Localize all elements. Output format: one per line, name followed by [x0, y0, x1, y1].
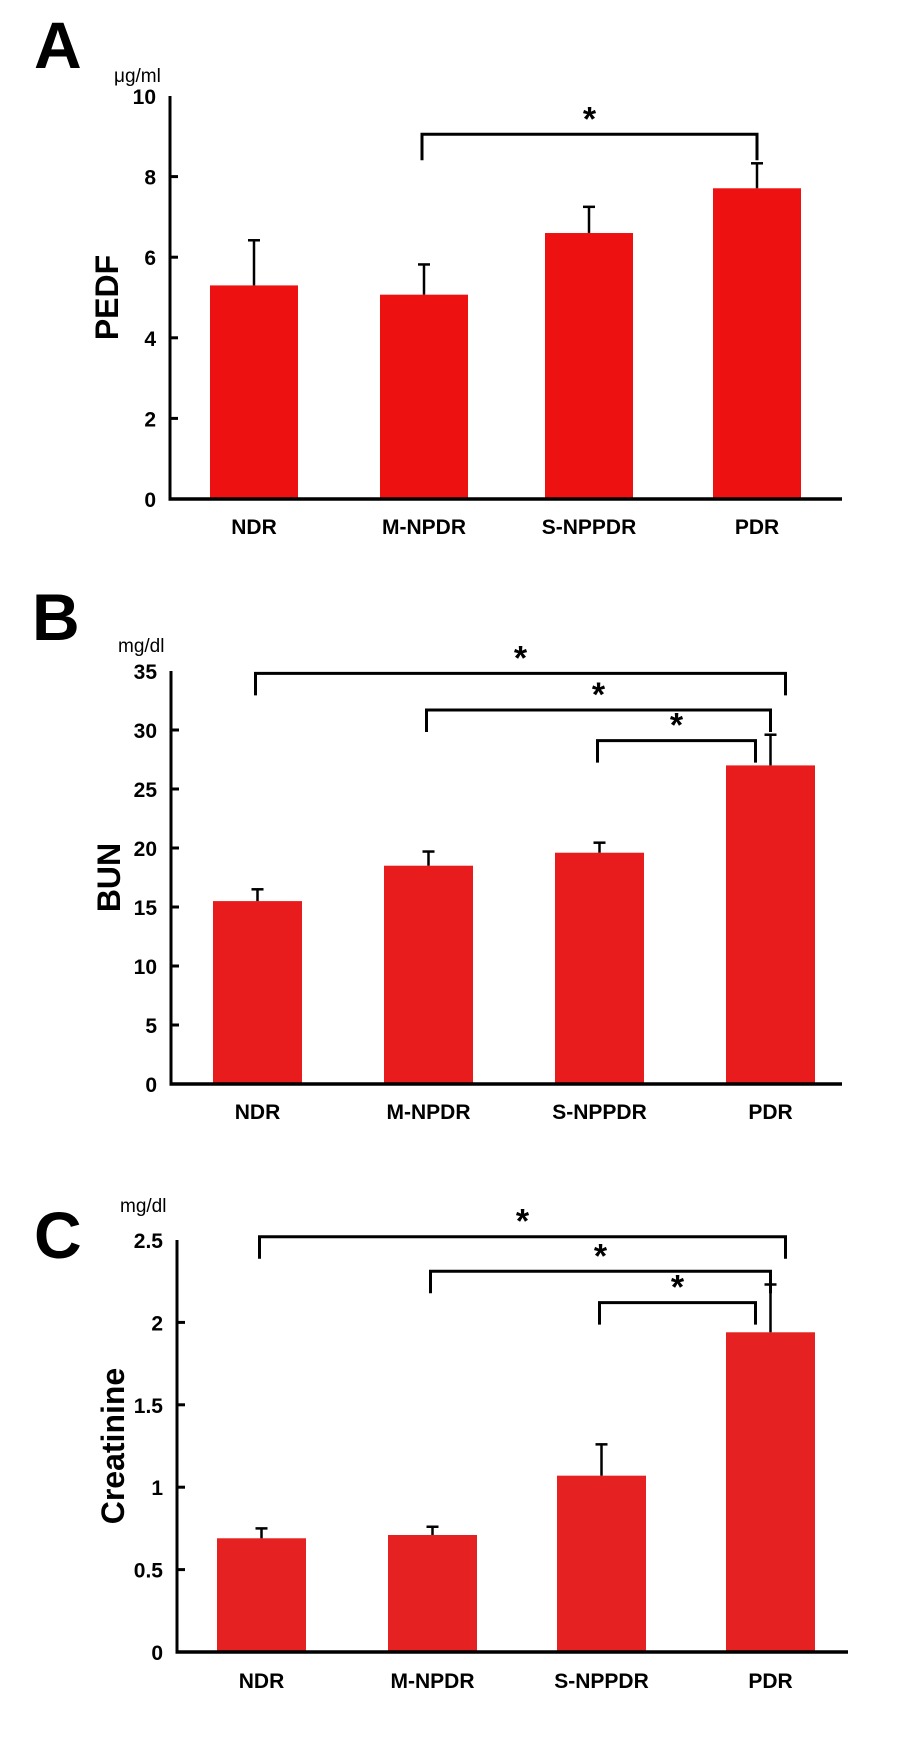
y-axis-label: Creatinine [95, 1368, 131, 1524]
y-tick-label: 1.5 [134, 1395, 164, 1418]
significance-bracket [420, 132, 759, 161]
significance-star: * [583, 100, 597, 138]
x-tick-label: NDR [235, 1101, 281, 1124]
x-tick-label: PDR [748, 1101, 792, 1124]
x-tick-label: M-NPDR [382, 516, 466, 539]
y-tick-label: 4 [144, 328, 156, 351]
bar-pdr [713, 188, 801, 500]
significance-bracket [254, 671, 787, 696]
y-tick-label: 0 [144, 489, 156, 512]
y-tick-label: 20 [134, 838, 157, 861]
significance-star: * [592, 676, 606, 714]
significance-bracket [425, 708, 772, 732]
bar-s-nppdr [557, 1475, 646, 1652]
y-tick-label: 2 [144, 408, 156, 431]
y-tick-label: 35 [134, 661, 158, 684]
y-axis-label: BUN [91, 843, 127, 912]
x-tick-label: NDR [239, 1670, 285, 1693]
x-tick-label: NDR [231, 516, 277, 539]
y-tick-label: 25 [134, 779, 158, 802]
bar-pdr [726, 765, 815, 1084]
y-tick-label: 30 [134, 720, 157, 743]
y-axis-label: PEDF [89, 255, 125, 340]
panel-letter: B [32, 580, 80, 654]
y-tick-label: 15 [134, 897, 158, 920]
significance-bracket [596, 739, 757, 763]
bar-m-npdr [384, 865, 473, 1084]
significance-star: * [516, 1203, 530, 1241]
significance-star: * [671, 1269, 685, 1307]
bar-ndr [213, 901, 302, 1084]
bar-m-npdr [388, 1534, 477, 1652]
y-tick-label: 2.5 [134, 1230, 164, 1253]
significance-bracket [429, 1269, 772, 1294]
y-tick-label: 0 [151, 1642, 163, 1665]
y-tick-label: 0 [145, 1074, 157, 1097]
unit-label: μg/ml [114, 66, 161, 87]
y-tick-label: 5 [145, 1015, 157, 1038]
y-tick-label: 10 [133, 86, 156, 109]
panel-letter: A [34, 8, 82, 82]
bar-pdr [726, 1332, 815, 1652]
unit-label: mg/dl [120, 1196, 166, 1217]
significance-bracket [258, 1235, 787, 1259]
x-tick-label: S-NPPDR [542, 516, 637, 539]
x-tick-label: S-NPPDR [552, 1101, 647, 1124]
x-tick-label: PDR [748, 1670, 792, 1693]
significance-star: * [514, 639, 528, 677]
y-tick-label: 8 [144, 167, 156, 190]
unit-label: mg/dl [118, 636, 164, 657]
panel-letter: C [34, 1198, 82, 1272]
bar-ndr [217, 1538, 306, 1652]
significance-star: * [594, 1237, 608, 1275]
y-tick-label: 1 [151, 1477, 163, 1500]
y-tick-label: 0.5 [134, 1560, 164, 1583]
significance-star: * [670, 707, 684, 745]
x-tick-label: S-NPPDR [554, 1670, 649, 1693]
x-tick-label: M-NPDR [387, 1101, 471, 1124]
y-tick-label: 2 [151, 1312, 163, 1335]
significance-bracket [598, 1301, 757, 1325]
bar-ndr [210, 285, 298, 499]
y-tick-label: 10 [134, 956, 157, 979]
bar-m-npdr [380, 294, 468, 499]
x-tick-label: M-NPDR [391, 1670, 475, 1693]
x-tick-label: PDR [735, 516, 779, 539]
y-tick-label: 6 [144, 247, 156, 270]
bar-s-nppdr [545, 233, 633, 499]
bar-s-nppdr [555, 852, 644, 1084]
